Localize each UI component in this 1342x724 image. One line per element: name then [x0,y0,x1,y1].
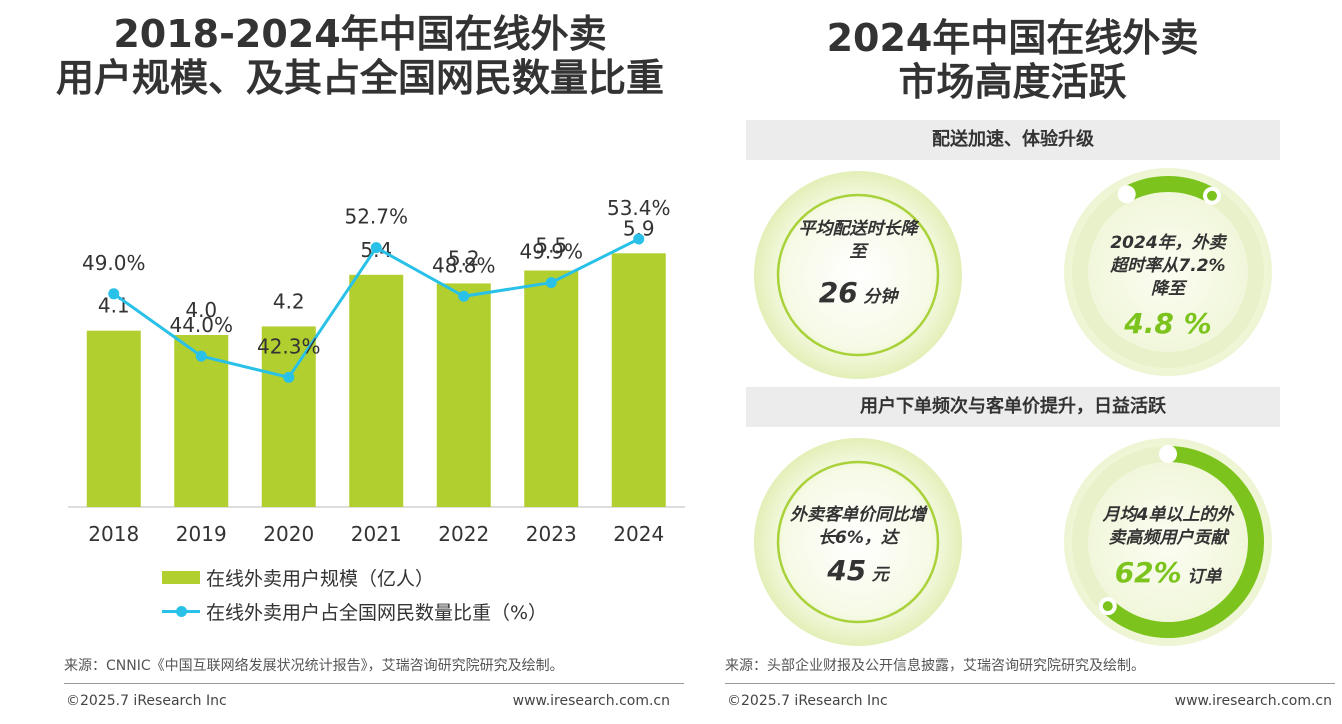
legend-line-item: 在线外卖用户占全国网民数量比重（%） [162,598,547,625]
bar-2018 [86,330,141,507]
left-footer-divider [64,683,684,684]
right-title-line2: 市场高度活跃 [898,60,1127,104]
card4-text: 月均4单以上的外 卖高频用户贡献 62% 订单 [1078,504,1258,589]
card1-line1: 平均配送时长降 [798,219,918,239]
card3-line1: 外卖客单价同比增 [790,505,926,525]
bar-label-2022: 5.2 [448,246,480,270]
card3-line2: 长6%，达 [818,528,898,548]
line-point-2023 [545,277,557,289]
right-footer-divider [725,683,1335,684]
bar-2020 [261,326,316,507]
card1-unit: 分钟 [863,287,898,307]
card4-progress-arc [1099,446,1264,638]
card3-text: 外卖客单价同比增 长6%，达 45 元 [771,504,945,587]
line-label-2020: 42.3% [257,334,321,358]
bar-2023 [524,270,579,507]
card2-arc-end-dot-inner [1207,190,1217,201]
line-label-2023: 49.9% [519,240,583,264]
left-title: 2018-2024年中国在线外卖 用户规模、及其占全国网民数量比重 [20,12,700,100]
line-label-2018: 49.0% [82,251,146,275]
line-label-2021: 52.7% [344,205,408,229]
right-title: 2024年中国在线外卖 市场高度活跃 [740,16,1285,104]
section2-heading: 用户下单频次与客单价提升，日益活跃 [746,387,1280,427]
x-tick-2023: 2023 [526,522,577,546]
card3-circle [754,438,962,646]
line-point-2022 [458,290,470,302]
card1-text: 平均配送时长降 至 26 分钟 [778,218,938,309]
bar-label-2019: 4.0 [185,298,217,322]
line-point-2018 [108,288,120,300]
left-title-line2: 用户规模、及其占全国网民数量比重 [55,56,664,100]
x-tick-2019: 2019 [176,522,227,546]
card1-line2: 至 [849,242,867,262]
line-point-2024 [633,233,645,245]
line-point-2020 [283,371,295,383]
card2-line2: 超时率从7.2% [1110,256,1226,276]
card3-value: 45 [827,554,867,587]
card1-circle [754,171,962,379]
legend-line-label: 在线外卖用户占全国网民数量比重（%） [206,602,548,624]
card2-line3: 降至 [1151,279,1185,299]
section1-heading: 配送加速、体验升级 [746,120,1280,160]
bar-2022 [436,283,491,507]
card3-unit: 元 [871,565,889,585]
bar-2024 [611,253,666,507]
user-scale-chart: 4.120184.020194.220205.420215.220225.520… [68,196,685,546]
left-source: 来源：CNNIC《中国互联网络发展状况统计报告》，艾瑞咨询研究院研究及绘制。 [64,658,564,674]
bar-label-2020: 4.2 [273,289,305,313]
legend-bar-label: 在线外卖用户规模（亿人） [206,568,435,590]
bar-label-2023: 5.5 [535,234,567,258]
card2-circle [1064,168,1272,376]
card2-progress-arc [1118,176,1220,204]
right-copyright: ©2025.7 iResearch Inc [727,693,888,709]
card4-value: 62% [1114,556,1182,589]
card1-value: 26 [818,276,858,309]
card2-line1: 2024年，外卖 [1110,233,1226,253]
legend-bar-swatch [162,571,200,584]
line-point-2019 [195,350,207,362]
line-label-2022: 48.8% [432,253,496,277]
x-tick-2021: 2021 [351,522,402,546]
left-title-line1: 2018-2024年中国在线外卖 [113,12,607,56]
card4-line1: 月均4单以上的外 [1102,505,1234,525]
right-title-line1: 2024年中国在线外卖 [826,16,1199,60]
card2-text: 2024年，外卖 超时率从7.2% 降至 4.8 % [1083,232,1253,340]
line-label-2019: 44.0% [169,313,233,337]
right-source: 来源：头部企业财报及公开信息披露，艾瑞咨询研究院研究及绘制。 [725,658,1145,674]
x-tick-2018: 2018 [88,522,139,546]
line-label-2024: 53.4% [607,196,671,220]
card4-line2: 卖高频用户贡献 [1108,528,1228,548]
card2-value: 4.8 % [1124,307,1212,340]
right-website: www.iresearch.com.cn [1174,693,1332,709]
card2-arc-start-dot [1117,185,1136,204]
bar-2019 [174,335,229,507]
card4-arc-start-dot [1159,445,1177,463]
bar-2021 [349,274,404,507]
left-website: www.iresearch.com.cn [512,693,670,709]
card4-arc-end-dot-inner [1102,601,1113,612]
x-tick-2024: 2024 [613,522,664,546]
x-tick-2022: 2022 [438,522,489,546]
legend-bar-item: 在线外卖用户规模（亿人） [162,564,434,591]
x-tick-2020: 2020 [263,522,314,546]
legend-line-swatch [162,605,200,618]
left-copyright: ©2025.7 iResearch Inc [66,693,227,709]
line-point-2021 [370,242,382,254]
card4-unit: 订单 [1187,567,1222,587]
card4-circle [1064,438,1272,646]
